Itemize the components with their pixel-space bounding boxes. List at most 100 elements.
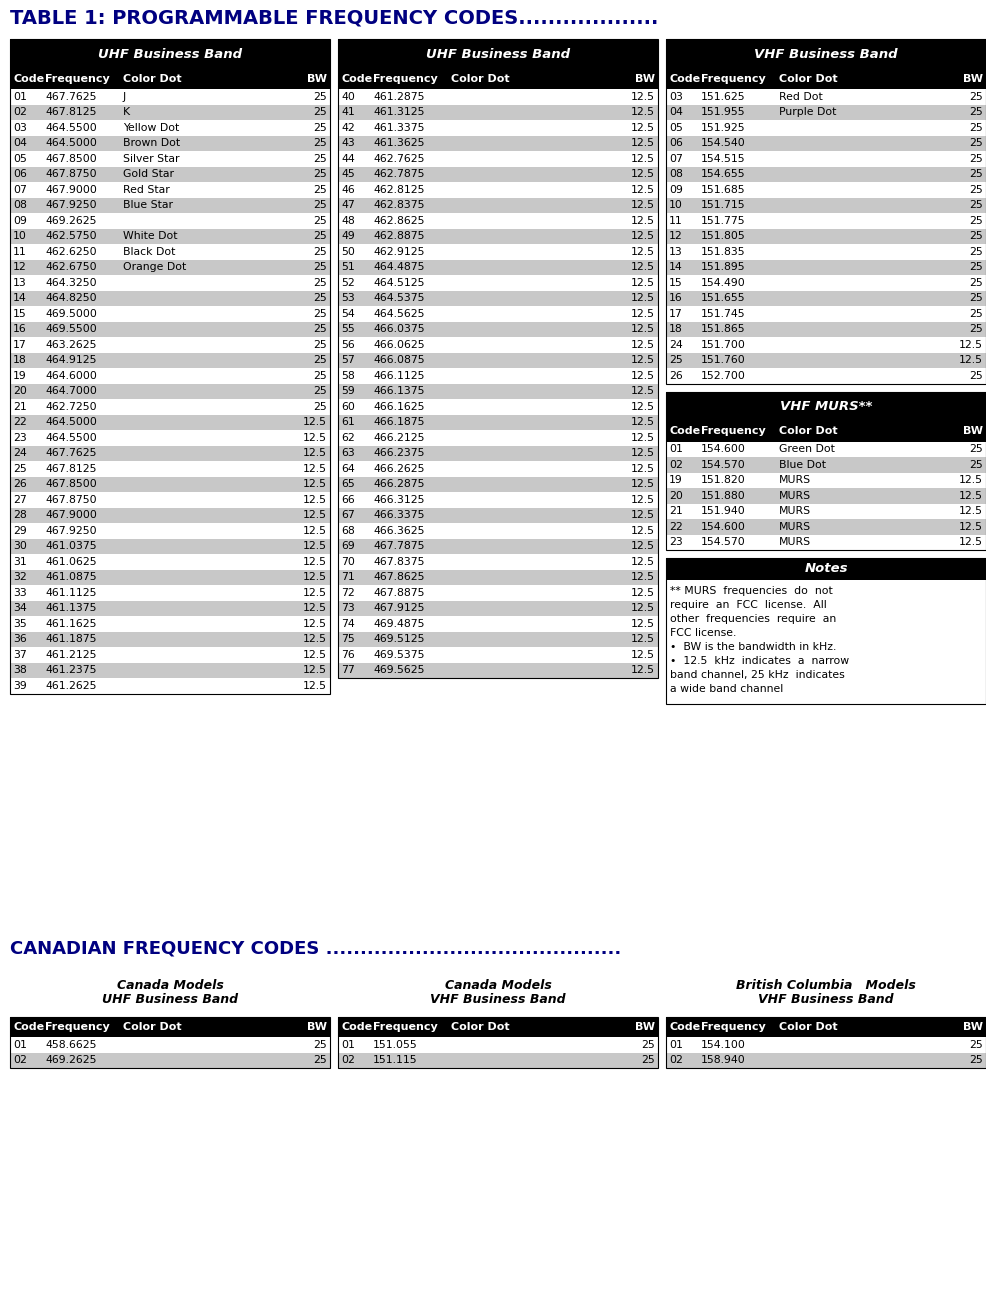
Bar	[666, 534, 986, 550]
Text: 12.5: 12.5	[303, 665, 327, 676]
Text: 12.5: 12.5	[631, 480, 655, 489]
Bar	[666, 368, 986, 384]
Text: 25: 25	[969, 123, 983, 132]
Text: Color Dot: Color Dot	[123, 74, 181, 84]
Text: Notes: Notes	[805, 563, 848, 576]
Text: 05: 05	[669, 123, 683, 132]
Text: 64: 64	[341, 464, 355, 473]
Bar	[338, 306, 658, 322]
Bar	[666, 150, 986, 166]
Bar	[338, 1038, 658, 1052]
Bar	[338, 244, 658, 259]
Bar	[338, 523, 658, 538]
Bar	[666, 39, 986, 384]
Text: 462.8375: 462.8375	[373, 200, 425, 210]
Text: 25: 25	[969, 1040, 983, 1049]
Text: 54: 54	[341, 309, 355, 319]
Text: 467.9000: 467.9000	[45, 510, 97, 520]
Text: 151.715: 151.715	[701, 200, 745, 210]
Text: 58: 58	[341, 371, 355, 381]
Text: 71: 71	[341, 572, 355, 582]
Text: 12.5: 12.5	[631, 556, 655, 567]
Text: 18: 18	[669, 324, 682, 335]
Text: Color Dot: Color Dot	[123, 1022, 181, 1032]
Text: 32: 32	[13, 572, 27, 582]
Text: 47: 47	[341, 200, 355, 210]
Text: 12: 12	[13, 262, 27, 272]
Text: 34: 34	[13, 603, 27, 613]
Text: 12.5: 12.5	[631, 603, 655, 613]
Text: Canada Models: Canada Models	[116, 979, 224, 992]
Text: 12.5: 12.5	[303, 464, 327, 473]
Bar	[666, 580, 986, 704]
Text: 12: 12	[669, 231, 682, 241]
Text: 37: 37	[13, 650, 27, 660]
Text: 154.570: 154.570	[701, 537, 745, 547]
Bar	[10, 89, 330, 105]
Text: 12.5: 12.5	[631, 92, 655, 101]
Text: VHF MURS**: VHF MURS**	[780, 399, 873, 412]
Text: J: J	[123, 92, 126, 101]
Text: BW: BW	[963, 427, 983, 437]
Text: 38: 38	[13, 665, 27, 676]
Text: 25: 25	[969, 262, 983, 272]
Text: 25: 25	[969, 293, 983, 303]
Text: 151.775: 151.775	[701, 215, 745, 226]
Text: 12.5: 12.5	[631, 184, 655, 195]
Bar	[10, 632, 330, 647]
Bar	[338, 569, 658, 585]
Text: 08: 08	[13, 200, 27, 210]
Bar	[10, 353, 330, 368]
Text: 15: 15	[669, 278, 682, 288]
Text: 464.5000: 464.5000	[45, 139, 97, 148]
Text: Red Star: Red Star	[123, 184, 170, 195]
Text: 09: 09	[669, 184, 683, 195]
Text: 466.3375: 466.3375	[373, 510, 425, 520]
Bar	[338, 1052, 658, 1067]
Text: 01: 01	[13, 92, 27, 101]
Text: Silver Star: Silver Star	[123, 154, 179, 163]
Bar	[338, 182, 658, 197]
Text: 25: 25	[641, 1056, 655, 1065]
Bar	[338, 1017, 658, 1067]
Text: 462.6750: 462.6750	[45, 262, 97, 272]
Text: 154.600: 154.600	[701, 445, 745, 454]
Text: 12.5: 12.5	[959, 506, 983, 516]
Text: UHF Business Band: UHF Business Band	[102, 994, 238, 1006]
Text: MURS: MURS	[779, 521, 811, 532]
Text: 24: 24	[669, 340, 682, 350]
Text: 12.5: 12.5	[303, 494, 327, 505]
Text: MURS: MURS	[779, 537, 811, 547]
Text: 154.515: 154.515	[701, 154, 745, 163]
Text: 25: 25	[314, 371, 327, 381]
Text: 56: 56	[341, 340, 355, 350]
Text: 39: 39	[13, 681, 27, 691]
Text: 25: 25	[314, 231, 327, 241]
Text: 12.5: 12.5	[631, 634, 655, 645]
Bar	[10, 663, 330, 678]
Text: 25: 25	[314, 92, 327, 101]
Text: 77: 77	[341, 665, 355, 676]
Text: 09: 09	[13, 215, 27, 226]
Bar	[10, 259, 330, 275]
Text: 46: 46	[341, 184, 355, 195]
Text: BW: BW	[307, 1022, 327, 1032]
Text: ** MURS  frequencies  do  not: ** MURS frequencies do not	[670, 586, 833, 597]
Text: 01: 01	[341, 1040, 355, 1049]
Text: 461.0875: 461.0875	[45, 572, 97, 582]
Text: 25: 25	[314, 246, 327, 257]
Text: 151.760: 151.760	[701, 355, 745, 366]
Text: 59: 59	[341, 387, 355, 397]
Bar	[338, 39, 658, 678]
Text: 25: 25	[969, 108, 983, 117]
Bar	[338, 368, 658, 384]
Text: 467.9125: 467.9125	[373, 603, 425, 613]
Bar	[338, 460, 658, 476]
Bar	[10, 415, 330, 431]
Text: 461.1375: 461.1375	[45, 603, 97, 613]
Text: 06: 06	[13, 169, 27, 179]
Bar	[10, 507, 330, 523]
Text: 12.5: 12.5	[303, 510, 327, 520]
Text: BW: BW	[963, 1022, 983, 1032]
Text: 151.835: 151.835	[701, 246, 745, 257]
